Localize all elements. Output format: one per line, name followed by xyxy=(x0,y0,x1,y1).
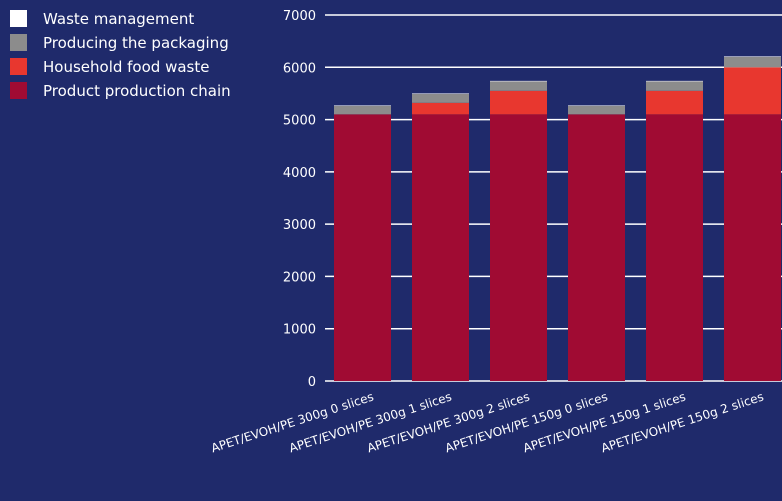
legend-swatch xyxy=(10,82,27,99)
bar-segment-household-food-waste xyxy=(724,67,781,115)
y-tick-label: 4000 xyxy=(283,166,316,181)
legend-label: Household food waste xyxy=(43,58,209,76)
bar-segment-household-food-waste xyxy=(646,90,703,115)
legend-label: Waste management xyxy=(43,10,194,28)
bar-segment-producing-the-packaging xyxy=(334,105,391,115)
bar-segment-product-production-chain xyxy=(490,114,547,381)
bar-segment-producing-the-packaging xyxy=(568,105,625,115)
bar-segment-household-food-waste xyxy=(490,90,547,115)
y-tick-label: 1000 xyxy=(283,323,316,338)
y-tick-label: 3000 xyxy=(283,218,316,233)
bar-segment-waste-management xyxy=(412,93,469,94)
bar-stack xyxy=(646,80,703,381)
bar-segment-product-production-chain xyxy=(334,114,391,381)
bar-segment-product-production-chain xyxy=(646,114,703,381)
bar-stack xyxy=(334,105,391,381)
legend-swatch xyxy=(10,58,27,75)
bar-segment-waste-management xyxy=(334,105,391,106)
bar-stack xyxy=(724,56,781,381)
bar-segment-product-production-chain xyxy=(412,114,469,381)
bar-segment-product-production-chain xyxy=(568,114,625,381)
legend-swatch xyxy=(10,34,27,51)
y-tick-label: 6000 xyxy=(283,61,316,76)
legend-item: Product production chain xyxy=(10,82,231,100)
bar-segment-product-production-chain xyxy=(724,114,781,381)
bar-segment-waste-management xyxy=(724,56,781,57)
legend-label: Product production chain xyxy=(43,82,231,100)
bars-layer xyxy=(334,56,781,381)
legend: Waste management Producing the packaging H… xyxy=(10,10,231,100)
bar-segment-waste-management xyxy=(646,80,703,82)
legend-swatch xyxy=(10,10,27,27)
legend-label: Producing the packaging xyxy=(43,34,229,52)
legend-item: Waste management xyxy=(10,10,194,28)
bar-segment-producing-the-packaging xyxy=(412,93,469,103)
bar-stack xyxy=(568,105,625,381)
grid-layer xyxy=(325,14,782,382)
bar-segment-producing-the-packaging xyxy=(724,56,781,68)
bar-segment-producing-the-packaging xyxy=(646,81,703,91)
bar-segment-producing-the-packaging xyxy=(490,81,547,91)
y-tick-label: 7000 xyxy=(283,9,316,24)
y-tick-label: 0 xyxy=(308,375,316,390)
bar-segment-household-food-waste xyxy=(412,102,469,115)
bar-segment-waste-management xyxy=(568,105,625,106)
bar-stack xyxy=(490,80,547,381)
legend-item: Household food waste xyxy=(10,58,209,76)
bar-segment-waste-management xyxy=(490,80,547,82)
bar-stack xyxy=(412,93,469,381)
y-axis: 0 1000 2000 3000 4000 5000 6000 7000 xyxy=(283,9,316,390)
y-tick-label: 5000 xyxy=(283,114,316,129)
legend-item: Producing the packaging xyxy=(10,34,229,52)
y-tick-label: 2000 xyxy=(283,270,316,285)
